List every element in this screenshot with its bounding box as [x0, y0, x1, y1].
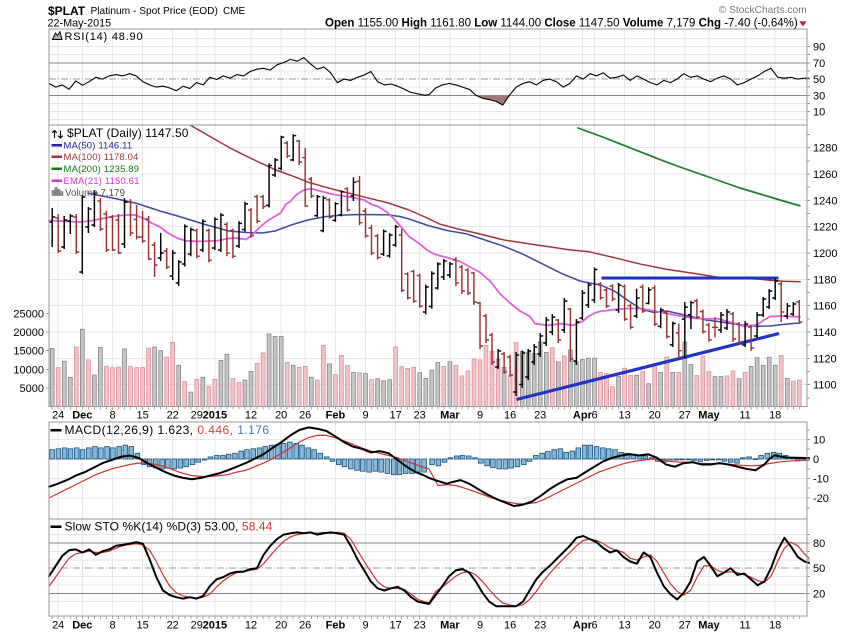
svg-text:24: 24 — [52, 410, 64, 422]
svg-text:1140: 1140 — [813, 327, 837, 339]
svg-text:9: 9 — [477, 620, 483, 632]
svg-text:1240: 1240 — [813, 195, 837, 207]
svg-text:Volume 7,179: Volume 7,179 — [65, 188, 125, 199]
svg-text:Dec: Dec — [72, 620, 92, 632]
svg-text:80: 80 — [813, 538, 825, 550]
svg-text:22: 22 — [167, 620, 179, 632]
svg-text:24: 24 — [52, 620, 64, 632]
svg-text:15: 15 — [136, 410, 148, 422]
svg-text:8: 8 — [109, 620, 115, 632]
svg-text:26: 26 — [299, 620, 311, 632]
svg-text:8: 8 — [109, 410, 115, 422]
svg-text:25000: 25000 — [13, 309, 44, 321]
svg-text:1120: 1120 — [813, 353, 837, 365]
svg-text:20000: 20000 — [13, 327, 44, 339]
svg-text:30: 30 — [813, 90, 825, 102]
svg-text:Apr: Apr — [573, 620, 593, 632]
svg-text:9: 9 — [362, 410, 368, 422]
svg-text:16: 16 — [504, 410, 516, 422]
svg-text:11: 11 — [739, 410, 750, 422]
svg-text:RSI(14) 48.90: RSI(14) 48.90 — [65, 31, 144, 43]
svg-text:22: 22 — [167, 410, 179, 422]
svg-text:90: 90 — [813, 42, 825, 54]
svg-text:10: 10 — [813, 107, 825, 119]
svg-text:1280: 1280 — [813, 143, 837, 155]
svg-text:Open 1155.00 High 1161.80 Low: Open 1155.00 High 1161.80 Low 1144.00 Cl… — [325, 18, 798, 30]
svg-text:12: 12 — [245, 410, 257, 422]
svg-text:Mar: Mar — [440, 410, 460, 422]
svg-text:Feb: Feb — [326, 620, 346, 632]
svg-text:11: 11 — [739, 620, 750, 632]
svg-text:© StockCharts.com: © StockCharts.com — [719, 5, 807, 16]
svg-text:Mar: Mar — [440, 620, 460, 632]
svg-text:$PLAT: $PLAT — [48, 4, 86, 18]
svg-text:9: 9 — [362, 620, 368, 632]
svg-text:1220: 1220 — [813, 222, 837, 234]
svg-text:$PLAT (Daily) 1147.50: $PLAT (Daily) 1147.50 — [67, 126, 189, 140]
svg-text:Apr: Apr — [573, 410, 593, 422]
svg-text:CME: CME — [223, 6, 246, 17]
svg-text:20: 20 — [649, 410, 661, 422]
svg-text:MACD(12,26,9) 1.623, 0.446, 1.: MACD(12,26,9) 1.623, 0.446, 1.176 — [65, 423, 270, 437]
svg-text:2015: 2015 — [203, 410, 227, 422]
svg-text:17: 17 — [389, 620, 401, 632]
svg-text:-20: -20 — [813, 493, 829, 505]
svg-text:29: 29 — [191, 410, 203, 422]
svg-text:-10: -10 — [813, 474, 829, 486]
svg-text:26: 26 — [299, 410, 311, 422]
svg-text:5000: 5000 — [20, 383, 44, 395]
svg-text:Dec: Dec — [72, 410, 92, 422]
svg-text:18: 18 — [769, 410, 781, 422]
svg-text:12: 12 — [245, 620, 257, 632]
svg-text:1200: 1200 — [813, 248, 837, 260]
svg-text:20: 20 — [275, 620, 287, 632]
svg-text:23: 23 — [414, 410, 426, 422]
svg-text:29: 29 — [191, 620, 203, 632]
svg-text:1100: 1100 — [813, 380, 837, 392]
svg-text:Slow STO %K(14) %D(3) 53.00, 5: Slow STO %K(14) %D(3) 53.00, 58.44 — [65, 520, 273, 534]
svg-text:23: 23 — [534, 620, 546, 632]
svg-text:May: May — [698, 410, 720, 422]
svg-text:10000: 10000 — [13, 364, 44, 376]
svg-text:20: 20 — [813, 588, 825, 600]
svg-text:9: 9 — [477, 410, 483, 422]
svg-text:Platinum - Spot Price (EOD): Platinum - Spot Price (EOD) — [91, 6, 218, 17]
svg-text:13: 13 — [618, 410, 630, 422]
svg-text:10: 10 — [813, 435, 825, 447]
svg-text:15: 15 — [136, 620, 148, 632]
svg-text:20: 20 — [275, 410, 287, 422]
svg-text:18: 18 — [769, 620, 781, 632]
svg-text:50: 50 — [813, 74, 825, 86]
svg-text:20: 20 — [649, 620, 661, 632]
svg-text:6: 6 — [591, 620, 597, 632]
svg-text:1160: 1160 — [813, 301, 837, 313]
svg-text:MA(200) 1235.89: MA(200) 1235.89 — [64, 164, 140, 175]
svg-text:16: 16 — [504, 620, 516, 632]
svg-text:6: 6 — [591, 410, 597, 422]
svg-text:22-May-2015: 22-May-2015 — [48, 17, 112, 29]
svg-text:May: May — [698, 620, 720, 632]
svg-text:2015: 2015 — [203, 620, 227, 632]
svg-text:MA(100) 1178.04: MA(100) 1178.04 — [64, 152, 139, 163]
svg-text:27: 27 — [679, 410, 691, 422]
svg-text:EMA(21) 1150.61: EMA(21) 1150.61 — [64, 176, 140, 187]
svg-text:13: 13 — [618, 620, 630, 632]
svg-text:Feb: Feb — [326, 410, 346, 422]
svg-text:50: 50 — [813, 563, 825, 575]
svg-text:0: 0 — [813, 454, 819, 466]
svg-text:17: 17 — [389, 410, 401, 422]
svg-text:1180: 1180 — [813, 274, 837, 286]
svg-text:MA(50) 1146.11: MA(50) 1146.11 — [64, 141, 133, 152]
svg-text:23: 23 — [534, 410, 546, 422]
svg-text:23: 23 — [414, 620, 426, 632]
svg-text:1260: 1260 — [813, 169, 837, 181]
svg-text:27: 27 — [679, 620, 691, 632]
svg-text:15000: 15000 — [13, 346, 44, 358]
svg-text:70: 70 — [813, 58, 825, 70]
